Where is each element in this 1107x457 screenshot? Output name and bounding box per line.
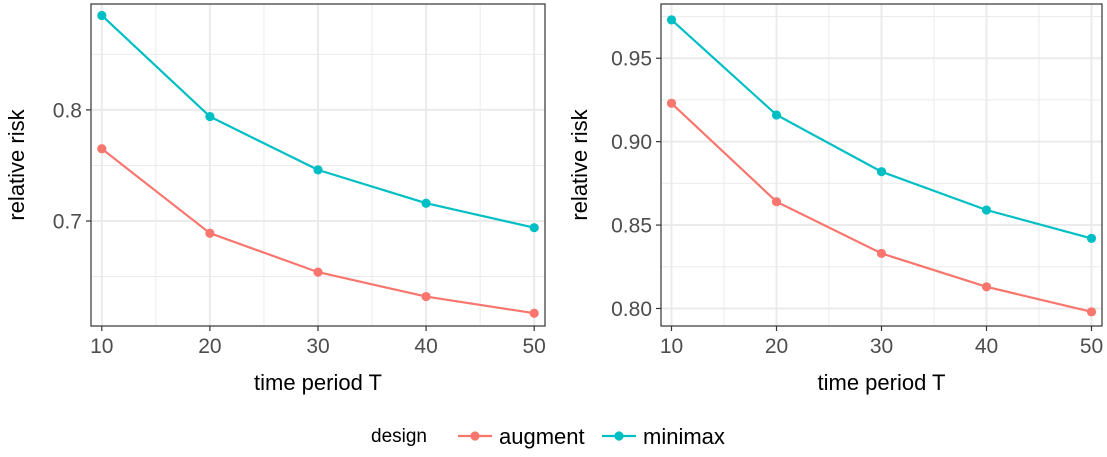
x-axis-title: time period T [818, 370, 946, 395]
data-point-augment [313, 267, 323, 277]
x-tick-label: 10 [660, 335, 683, 358]
x-tick-label: 40 [414, 335, 437, 358]
data-point-minimax [771, 110, 782, 120]
x-tick-label: 30 [870, 335, 893, 358]
data-point-minimax [529, 223, 539, 233]
data-point-minimax [981, 205, 992, 215]
data-point-minimax [313, 165, 323, 175]
data-point-augment [421, 291, 431, 302]
data-point-minimax [666, 15, 677, 25]
y-tick-label: 0.85 [611, 215, 652, 238]
x-tick-label: 10 [90, 335, 113, 358]
legend-key-point-minimax [614, 431, 624, 441]
data-point-minimax [97, 10, 107, 21]
data-point-augment [981, 282, 992, 292]
data-point-augment [97, 144, 107, 154]
data-point-augment [876, 248, 887, 259]
data-point-augment [205, 228, 215, 238]
data-point-minimax [1086, 233, 1097, 244]
data-point-minimax [876, 167, 887, 177]
y-tick-label: 0.7 [53, 211, 82, 234]
y-tick-label: 0.8 [53, 99, 82, 122]
legend-key-point-augment [470, 431, 480, 441]
data-point-minimax [421, 198, 431, 208]
legend-label-minimax: minimax [643, 424, 725, 449]
x-tick-label: 50 [1080, 335, 1103, 358]
y-axis-title: relative risk [567, 108, 592, 220]
y-tick-label: 0.95 [611, 48, 652, 71]
legend-label-augment: augment [499, 424, 585, 449]
x-tick-label: 20 [765, 335, 788, 358]
data-point-augment [666, 98, 677, 108]
data-point-minimax [205, 111, 215, 122]
x-tick-label: 50 [523, 335, 546, 358]
y-tick-label: 0.80 [611, 298, 652, 321]
legend: design augment minimax [371, 424, 725, 449]
panel-1: 0.7 0.8 10 20 30 40 50 time period T relative ri… [4, 3, 546, 395]
x-tick-label: 30 [306, 335, 329, 358]
x-tick-label: 40 [975, 335, 998, 358]
y-tick-label: 0.90 [611, 131, 652, 154]
data-point-augment [529, 308, 539, 318]
y-axis-title: relative risk [4, 108, 29, 220]
x-tick-label: 20 [198, 335, 221, 358]
data-point-augment [771, 197, 782, 207]
panel-2: 0.80 0.85 0.90 0.95 10 20 30 40 50 time period T r… [567, 3, 1103, 395]
legend-title: design [371, 426, 427, 447]
data-point-augment [1086, 307, 1097, 317]
x-axis-title: time period T [254, 370, 382, 395]
